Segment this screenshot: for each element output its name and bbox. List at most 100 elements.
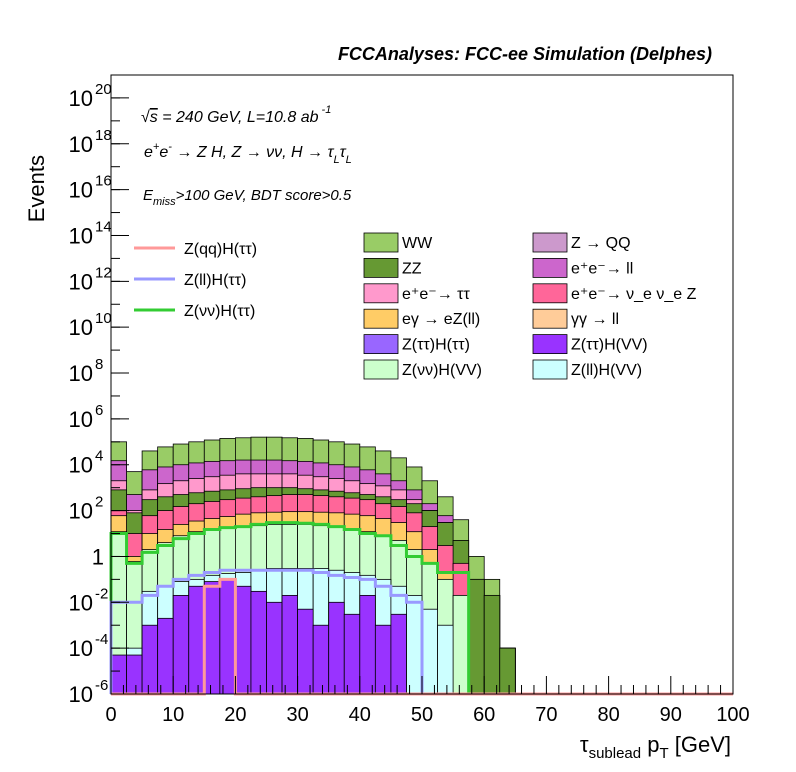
y-tick-exponent: 8 (95, 356, 103, 373)
bar-z-h-vv--9 (250, 590, 267, 695)
y-tick-label: 10 (69, 499, 93, 524)
x-tick-label-80: 80 (597, 704, 619, 726)
x-tick-label-20: 20 (224, 704, 246, 726)
bar-z-h-vv--0 (110, 654, 127, 695)
legend-label-a-3: eγ → eZ(ll) (402, 311, 480, 328)
y-tick-label: 10 (69, 590, 93, 615)
bar-zz-23 (468, 578, 485, 695)
legend-line-label-2: Z(νν)H(ττ) (184, 303, 255, 320)
bar-z-h-vv--14 (328, 601, 345, 695)
x-tick-label-100: 100 (716, 704, 749, 726)
annotation-energy: √s = 240 GeV, L=10.8 ab -1 (141, 104, 331, 126)
legend-swatch-b-1 (532, 257, 568, 278)
bar-z-h-vv--7 (219, 578, 236, 695)
legend-label-b-4: Z(ττ)H(VV) (571, 337, 648, 354)
legend-line-label-1: Z(ll)H(ττ) (184, 272, 246, 289)
y-tick-exponent: 4 (95, 448, 103, 465)
y-tick-label: 1 (92, 544, 104, 569)
legend-swatch-a-5 (363, 359, 399, 380)
legend: Z(qq)H(ττ) Z(ll)H(ττ) Z(νν)H(ττ) WW ZZ e⁺e⁻→ … (134, 232, 697, 380)
legend-swatch-a-0 (363, 232, 399, 253)
x-axis-label: τsublead pT [GeV] (580, 732, 731, 762)
x-tick-label-40: 40 (349, 704, 371, 726)
y-tick-exponent: -4 (95, 631, 108, 648)
bar-z-h-vv--1 (126, 654, 143, 695)
bar-zz-24 (483, 594, 501, 695)
legend-label-a-4: Z(ττ)H(ττ) (402, 337, 470, 354)
y-tick-exponent: 12 (95, 264, 112, 281)
x-tick-label-90: 90 (660, 704, 682, 726)
bar-z-h-vv--10 (266, 601, 283, 695)
bar-z-h-vv--4 (172, 594, 190, 695)
y-tick-label: 10 (69, 269, 93, 294)
y-tick-label: 10 (69, 453, 93, 478)
legend-label-a-2: e⁺e⁻→ ττ (402, 286, 470, 303)
legend-label-a-0: WW (402, 235, 433, 252)
y-axis-label: Events (24, 155, 49, 222)
annotation-process: e+e- → Z H, Z → νν, H → τLτL (144, 141, 352, 166)
bar-z-h-vv--2 (141, 624, 159, 695)
legend-label-b-5: Z(ll)H(VV) (571, 362, 642, 379)
legend-swatch-a-3 (363, 308, 399, 329)
bar-z-h-vv--11 (281, 594, 298, 695)
legend-label-b-1: e⁺e⁻→ ll (571, 260, 633, 277)
legend-line-label-0: Z(qq)H(ττ) (184, 241, 257, 258)
bar-z-h-vv--22 (452, 594, 470, 695)
y-tick-label: 10 (69, 178, 93, 203)
legend-label-b-3: γγ → ll (571, 311, 619, 328)
y-tick-label: 10 (69, 407, 93, 432)
bar-z-h-vv--13 (312, 624, 330, 695)
y-tick-label: 10 (69, 315, 93, 340)
legend-swatch-b-4 (532, 334, 568, 355)
x-tick-label-70: 70 (535, 704, 557, 726)
bar-z-h-vv--6 (203, 581, 221, 695)
bar-z-ll-h-vv--21 (437, 624, 454, 695)
y-tick-label: 10 (69, 682, 93, 707)
y-tick-exponent: 14 (95, 218, 112, 235)
y-tick-label: 10 (69, 636, 93, 661)
y-tick-label: 10 (69, 361, 93, 386)
y-tick-label: 10 (69, 132, 93, 157)
bar-z-h-vv--17 (374, 624, 392, 695)
annotation-selection: Emiss>100 GeV, BDT score>0.5 (143, 187, 352, 208)
y-tick-exponent: -6 (95, 677, 108, 694)
legend-label-b-0: Z → QQ (571, 235, 631, 252)
chart-title: FCCAnalyses: FCC-ee Simulation (Delphes) (338, 44, 712, 64)
bar-z-h-vv--18 (390, 613, 407, 695)
x-tick-label-10: 10 (162, 704, 184, 726)
bar-z-ll-h-vv--19 (406, 594, 423, 695)
y-tick-exponent: -2 (95, 585, 108, 602)
bar-z-ll-h-vv--20 (421, 608, 438, 695)
y-tick-label: 10 (69, 223, 93, 248)
y-tick-exponent: 16 (95, 173, 112, 190)
bar-z-h-vv--3 (157, 617, 174, 695)
bar-z-h-vv--15 (343, 613, 361, 695)
bar-z-h-vv--5 (188, 585, 205, 695)
bar-z-h-vv--8 (234, 585, 252, 695)
bar-zz-25 (499, 647, 516, 695)
legend-swatch-b-0 (532, 232, 568, 253)
x-tick-label-0: 0 (105, 704, 116, 726)
legend-swatch-a-1 (363, 257, 399, 278)
legend-label-a-5: Z(νν)H(VV) (402, 362, 482, 379)
bar-z-h-vv--16 (359, 594, 376, 695)
legend-swatch-b-5 (532, 359, 568, 380)
y-tick-exponent: 18 (95, 127, 112, 144)
bar-z-h-vv--12 (297, 608, 314, 695)
x-tick-label-50: 50 (411, 704, 433, 726)
legend-swatch-a-4 (363, 334, 399, 355)
legend-swatch-b-3 (532, 308, 568, 329)
y-tick-label: 10 (69, 86, 93, 111)
y-tick-exponent: 20 (95, 81, 112, 98)
legend-swatch-a-2 (363, 283, 399, 304)
y-tick-exponent: 2 (95, 494, 103, 511)
annotations: √s = 240 GeV, L=10.8 ab -1 e+e- → Z H, Z… (141, 104, 352, 208)
y-tick-exponent: 6 (95, 402, 103, 419)
legend-label-b-2: e⁺e⁻→ ν_e ν_e Z (571, 286, 697, 303)
legend-label-a-1: ZZ (402, 260, 422, 277)
y-tick-exponent: 10 (95, 310, 112, 327)
legend-swatch-b-2 (532, 283, 568, 304)
x-tick-label-60: 60 (473, 704, 495, 726)
